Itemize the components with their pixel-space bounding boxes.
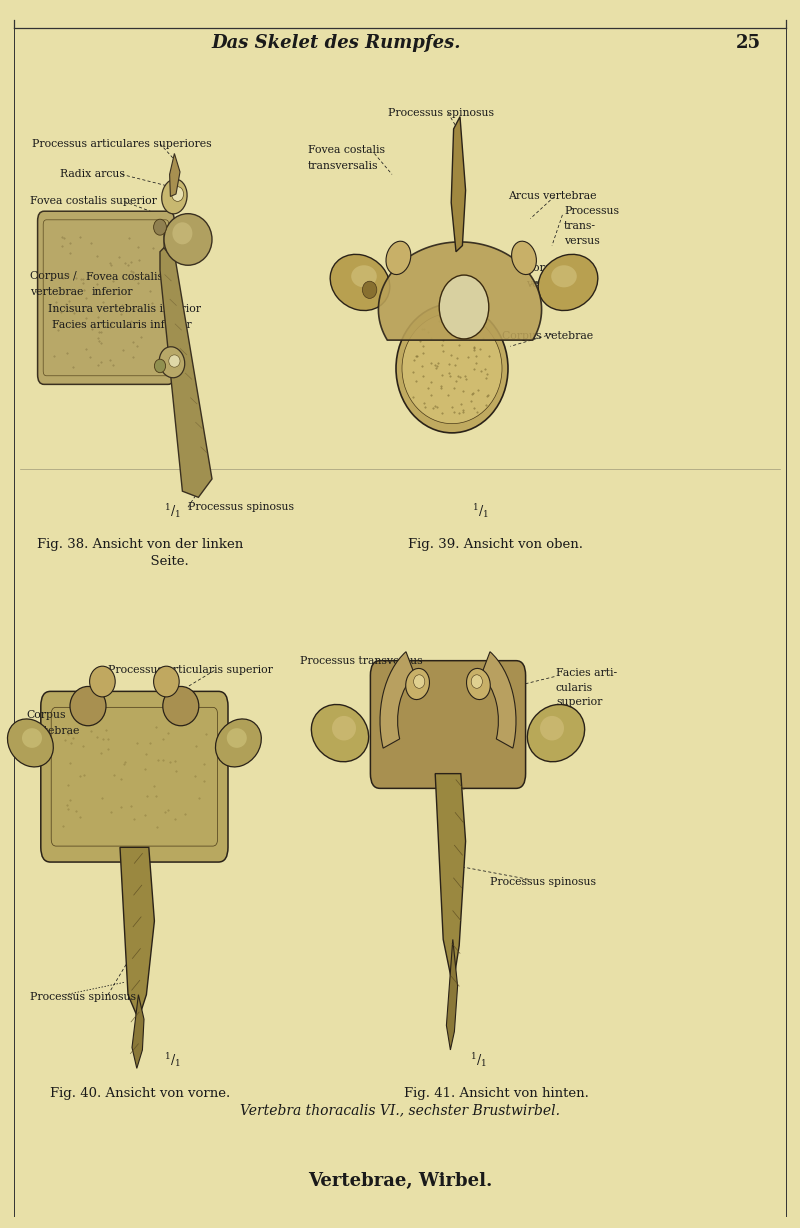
Text: Corpus: Corpus <box>26 710 66 720</box>
Text: Incisura vertebralis inferior: Incisura vertebralis inferior <box>48 305 201 314</box>
Ellipse shape <box>164 214 212 265</box>
Ellipse shape <box>22 728 42 748</box>
Text: Facies arti-: Facies arti- <box>556 668 617 678</box>
Text: Fovea costalis: Fovea costalis <box>308 145 385 155</box>
Ellipse shape <box>154 220 166 236</box>
Text: Vertebrae, Wirbel.: Vertebrae, Wirbel. <box>308 1173 492 1190</box>
FancyBboxPatch shape <box>38 211 174 384</box>
Text: Facies articularis inferior: Facies articularis inferior <box>52 321 192 330</box>
Text: Processus articularis superior: Processus articularis superior <box>108 666 273 675</box>
Text: Fig. 39. Ansicht von oben.: Fig. 39. Ansicht von oben. <box>409 538 583 551</box>
Ellipse shape <box>162 179 187 214</box>
Ellipse shape <box>70 686 106 726</box>
Polygon shape <box>170 154 180 196</box>
Polygon shape <box>451 117 466 252</box>
Text: vertebrae: vertebrae <box>30 287 84 297</box>
Text: Fig. 40. Ansicht von vorne.: Fig. 40. Ansicht von vorne. <box>50 1087 230 1100</box>
Polygon shape <box>120 847 154 1019</box>
Text: Das Skelet des Rumpfes.: Das Skelet des Rumpfes. <box>211 34 461 52</box>
Ellipse shape <box>7 718 54 768</box>
Ellipse shape <box>402 313 502 424</box>
Text: Arcus vertebrae: Arcus vertebrae <box>508 192 597 201</box>
Ellipse shape <box>163 686 199 726</box>
Polygon shape <box>446 939 458 1050</box>
Ellipse shape <box>414 675 425 688</box>
Polygon shape <box>132 995 144 1068</box>
Text: Fovea costalis/: Fovea costalis/ <box>86 271 167 281</box>
Text: Vertebra thoracalis VI., sechster Brustwirbel.: Vertebra thoracalis VI., sechster Brustw… <box>240 1103 560 1117</box>
Polygon shape <box>435 774 466 986</box>
Text: trans-: trans- <box>564 221 596 231</box>
Ellipse shape <box>90 666 115 698</box>
Text: Fovea costalis superior: Fovea costalis superior <box>30 196 158 206</box>
Ellipse shape <box>551 265 577 287</box>
Text: Processus articulares superiores: Processus articulares superiores <box>32 139 212 149</box>
Ellipse shape <box>527 705 585 761</box>
Ellipse shape <box>396 305 508 433</box>
Polygon shape <box>378 242 542 340</box>
FancyBboxPatch shape <box>370 661 526 788</box>
Ellipse shape <box>540 716 564 740</box>
Text: $\mathregular{^1/_1}$: $\mathregular{^1/_1}$ <box>164 502 180 519</box>
Text: $\mathregular{^1/_1}$: $\mathregular{^1/_1}$ <box>470 1051 486 1068</box>
Text: Processus transversus: Processus transversus <box>300 656 422 666</box>
Ellipse shape <box>351 265 377 287</box>
Text: inferior: inferior <box>92 287 134 297</box>
Ellipse shape <box>362 281 377 298</box>
Ellipse shape <box>311 705 369 761</box>
Text: Foramen: Foramen <box>526 263 575 273</box>
Text: $\mathregular{^1/_1}$: $\mathregular{^1/_1}$ <box>164 1051 180 1068</box>
FancyBboxPatch shape <box>41 691 228 862</box>
Ellipse shape <box>227 728 247 748</box>
Text: Processus: Processus <box>564 206 619 216</box>
Ellipse shape <box>215 718 262 768</box>
Text: Processus spinosus: Processus spinosus <box>30 992 136 1002</box>
Text: Corpus vetebrae: Corpus vetebrae <box>502 332 594 341</box>
Ellipse shape <box>439 275 489 339</box>
Text: Radix arcus: Radix arcus <box>60 169 125 179</box>
Ellipse shape <box>471 675 482 688</box>
Text: vertebrale: vertebrale <box>526 279 583 289</box>
Wedge shape <box>482 652 516 748</box>
Ellipse shape <box>538 254 598 311</box>
Ellipse shape <box>406 668 430 700</box>
Wedge shape <box>380 652 415 748</box>
Polygon shape <box>164 227 188 258</box>
Text: Processus spinosus: Processus spinosus <box>490 877 595 887</box>
Text: 25: 25 <box>735 34 761 52</box>
Ellipse shape <box>330 254 390 311</box>
Text: $\mathregular{^1/_1}$: $\mathregular{^1/_1}$ <box>472 502 488 519</box>
Ellipse shape <box>386 241 411 275</box>
Text: Processus spinosus: Processus spinosus <box>388 108 494 118</box>
Text: Processus spinosus: Processus spinosus <box>188 502 294 512</box>
Text: cularis: cularis <box>556 683 593 693</box>
Ellipse shape <box>171 187 184 201</box>
Ellipse shape <box>466 668 490 700</box>
Polygon shape <box>160 239 212 497</box>
Text: Fig. 41. Ansicht von hinten.: Fig. 41. Ansicht von hinten. <box>403 1087 589 1100</box>
Ellipse shape <box>511 241 537 275</box>
Text: Fig. 38. Ansicht von der linken
              Seite.: Fig. 38. Ansicht von der linken Seite. <box>37 538 243 567</box>
Ellipse shape <box>169 355 180 367</box>
Text: transversalis: transversalis <box>308 161 378 171</box>
Ellipse shape <box>154 666 179 698</box>
Text: vertebrae: vertebrae <box>26 726 80 736</box>
Text: versus: versus <box>564 236 600 246</box>
Ellipse shape <box>154 360 166 373</box>
Ellipse shape <box>159 346 185 378</box>
Ellipse shape <box>332 716 356 740</box>
Text: Corpus /: Corpus / <box>30 271 77 281</box>
Text: superior: superior <box>556 698 602 707</box>
Ellipse shape <box>173 222 193 244</box>
